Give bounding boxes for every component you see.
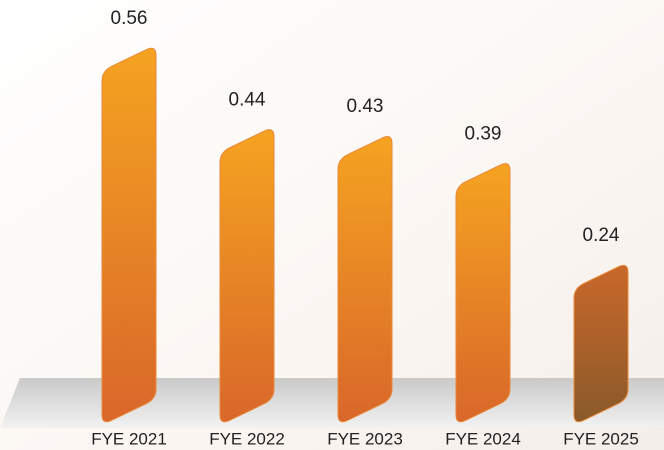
x-tick-label: FYE 2022 <box>209 429 285 448</box>
value-label: 0.39 <box>465 123 502 144</box>
value-label: 0.44 <box>229 89 266 110</box>
x-tick-label: FYE 2021 <box>91 429 167 448</box>
platform <box>0 378 664 428</box>
bar <box>455 163 511 423</box>
bar <box>573 264 629 423</box>
value-label: 0.56 <box>111 8 148 29</box>
value-label: 0.24 <box>583 225 620 246</box>
x-tick-label: FYE 2025 <box>563 429 639 448</box>
x-tick-label: FYE 2024 <box>445 429 521 448</box>
value-label: 0.43 <box>347 96 384 117</box>
bar <box>219 129 275 423</box>
bar <box>101 47 157 423</box>
bar <box>337 136 393 423</box>
x-tick-label: FYE 2023 <box>327 429 403 448</box>
